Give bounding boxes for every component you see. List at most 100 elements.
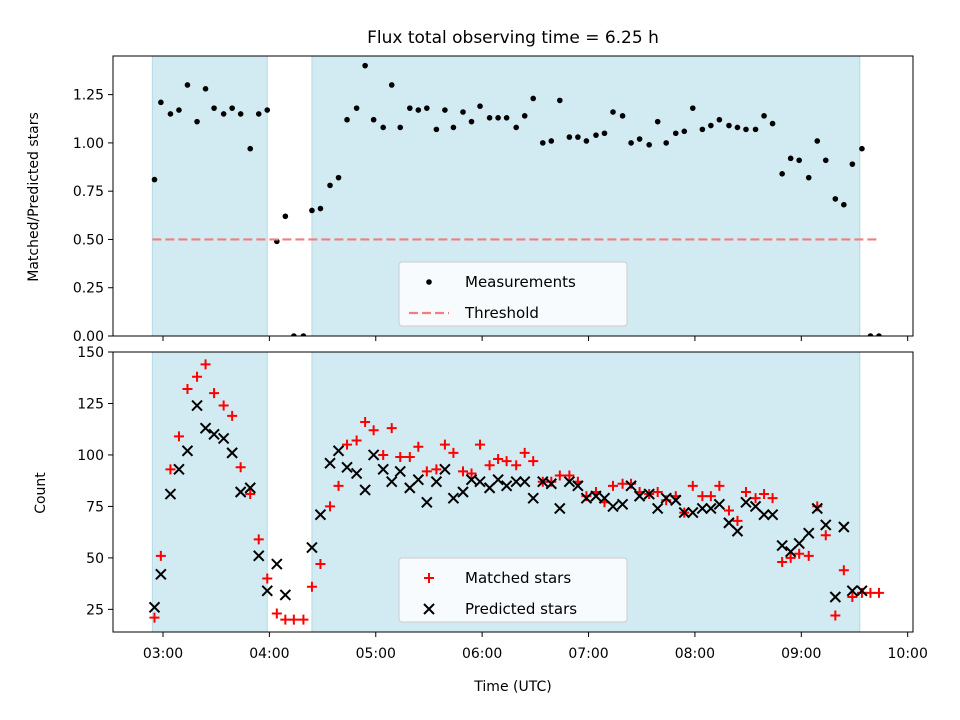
y-tick-label: 0.50 [73,232,104,248]
predicted-star-point [554,502,566,515]
legend-label: Matched stars [465,569,571,587]
measurement-point [787,155,794,162]
predicted-star-point [439,463,451,476]
predicted-star-point [500,480,513,492]
predicted-star-point [386,475,398,488]
measurement-point [151,176,158,183]
matched-star-point [325,501,336,512]
y-tick-label: 1.00 [73,136,104,152]
measurement-point [593,132,599,138]
predicted-star-point [687,506,699,519]
measurement-point [805,174,812,181]
measurement-point [752,126,759,133]
y-tick-label: 50 [86,551,104,567]
predicted-star-point [367,449,380,461]
predicted-star-point [324,457,336,469]
predicted-star-point [234,486,247,498]
measurement-point [628,140,634,146]
matched-star-point [740,487,751,497]
predicted-star-point [421,496,433,509]
measurement-point [566,134,573,140]
matched-star-point [501,456,512,467]
predicted-star-point [580,492,593,504]
legend-measurement-swatch [426,279,432,285]
measurement-point [327,182,333,189]
measurement-point [859,145,865,152]
measurement-point [362,62,368,69]
matched-star-point [271,608,282,619]
y-tick-label: 100 [77,448,104,464]
matched-star-point [865,587,876,598]
predicted-star-point [181,445,194,457]
measurement-point [761,113,767,119]
matched-star-point [458,466,468,477]
measurement-point [610,109,616,115]
predicted-star-point [616,498,629,511]
legend-box [398,261,628,327]
measurement-point [477,103,483,110]
y-tick-label: 0.25 [73,281,104,297]
top-y-axis-label: Matched/Predicted stars [26,112,42,282]
matched-star-point [245,489,256,500]
measurement-point [539,140,546,146]
matched-star-point [750,493,761,504]
matched-star-point [280,614,291,625]
predicted-star-point [590,490,602,502]
matched-star-point [511,460,522,471]
predicted-star-point [811,502,823,515]
matched-star-point [439,439,450,450]
measurement-point [450,124,457,131]
predicted-star-point [244,482,256,494]
predicted-star-point [625,480,637,492]
measurement-point [237,111,244,117]
matched-star-point [697,491,708,502]
measurement-point [495,114,501,121]
measurement-point [867,333,874,336]
x-tick-label: 10:00 [888,646,928,662]
measurement-point [672,130,679,137]
matched-star-point [519,447,530,458]
predicted-star-point [412,473,425,486]
predicted-star-point [758,508,770,521]
predicted-star-point [643,488,655,500]
measurement-point [521,113,528,119]
matched-star-point [493,454,504,465]
legend: Matched stars Predicted stars [398,557,628,623]
measurement-point [264,107,271,113]
predicted-star-point [776,539,788,552]
measurement-point [388,82,395,88]
measurement-point [229,105,235,111]
measurement-point [513,124,519,131]
matched-star-point [200,359,211,370]
predicted-star-point [527,492,539,504]
measurement-point [681,128,688,135]
predicted-star-point [377,463,389,476]
measurement-point [353,105,360,111]
measurement-point [646,142,652,148]
matched-star-point [155,550,166,561]
matched-star-point [360,417,371,427]
measurement-point [282,213,289,220]
measurement-point [220,111,227,117]
legend-box [398,557,628,623]
matched-star-point [794,548,805,559]
matched-star-point [315,559,326,570]
measurement-point [583,138,590,144]
measurement-point [876,333,882,336]
predicted-star-point [474,475,486,488]
matched-star-point [378,449,389,460]
matched-star-point [847,592,858,602]
y-tick-label: 125 [77,396,104,412]
matched-star-point [368,425,379,436]
plot-area [148,359,884,625]
predicted-star-point [696,502,709,515]
matched-star-point [288,614,299,625]
matched-star-point [475,439,486,450]
measurement-point [176,107,182,113]
predicted-star-point [394,465,406,478]
predicted-star-point [563,475,576,488]
predicted-star-point [148,601,161,614]
predicted-star-point [253,550,265,562]
measurement-point [247,145,254,152]
